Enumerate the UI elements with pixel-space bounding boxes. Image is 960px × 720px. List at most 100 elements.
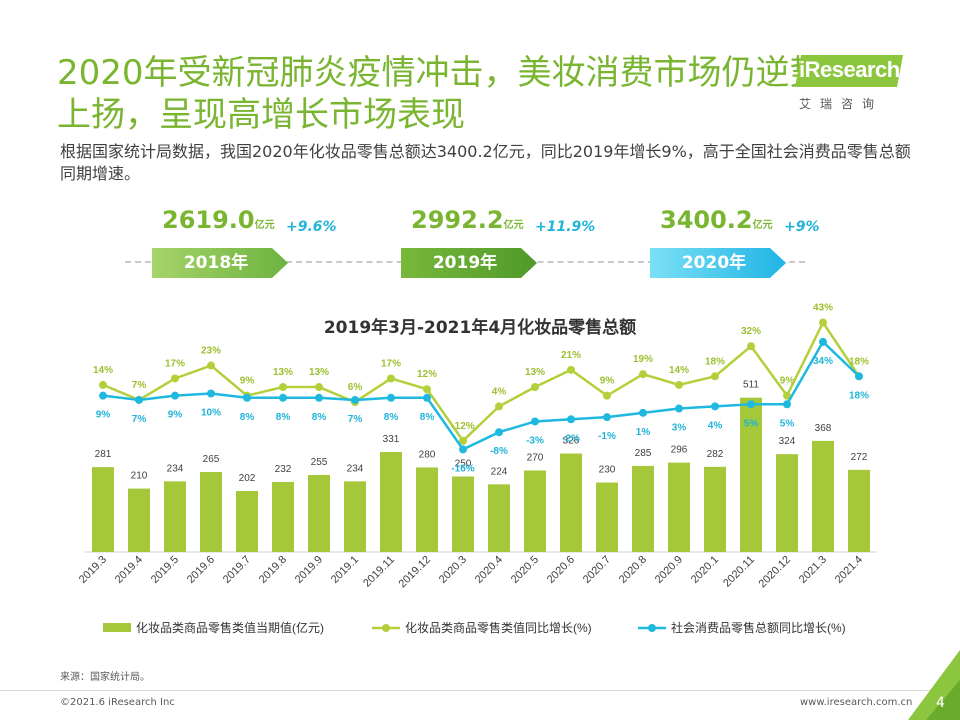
bar-value-label: 234 (167, 463, 184, 474)
retail-growth-data-label: -3% (526, 435, 544, 446)
cosmetics-growth-point (387, 374, 395, 383)
legend-label-retail: 社会消费品零售总额同比增长(%) (671, 620, 846, 635)
retail-growth-point (531, 417, 539, 426)
bar-value-label: 296 (671, 445, 688, 456)
cosmetics-growth-data-label: 4% (492, 386, 507, 397)
intro-text: 根据国家统计局数据，我国2020年化妆品零售总额达3400.2亿元，同比2019… (60, 142, 911, 183)
retail-growth-point (495, 428, 503, 437)
page-number: 4 (936, 695, 945, 711)
retail-growth-data-label: 9% (96, 410, 111, 421)
retail-growth-data-label: -8% (490, 446, 508, 457)
retail-growth-point (819, 337, 827, 346)
cosmetics-growth-data-label: 19% (633, 354, 653, 365)
cosmetics-growth-data-label: 9% (780, 376, 795, 387)
cosmetics-growth-line (102, 320, 861, 443)
x-tick-label: 2020.7 (581, 554, 613, 586)
x-tick-label: 2020.4 (473, 554, 505, 586)
page-title: 2020年受新冠肺炎疫情冲击，美妆消费市场仍逆势 上扬，呈现高增长市场表现 (57, 52, 824, 136)
x-tick-label: 2019.6 (185, 554, 217, 586)
bar-value-label: 250 (455, 459, 472, 470)
cosmetics-growth-data-label: 23% (201, 346, 221, 357)
cosmetics-growth-point (567, 365, 575, 374)
x-tick-label: 2019.9 (293, 554, 325, 586)
retail-growth-data-label: -16% (451, 463, 474, 474)
cosmetics-growth-data-label: 21% (561, 350, 581, 361)
bar (848, 469, 870, 552)
cosmetics-growth-point (279, 383, 287, 392)
retail-growth-point (99, 391, 107, 400)
retail-growth-point (459, 445, 467, 454)
cosmetics-growth-data-label: 13% (273, 367, 293, 378)
cosmetics-growth-data-label: 17% (165, 358, 185, 369)
logo-brand: iResearch (799, 57, 900, 82)
logo-badge: iResearch (795, 53, 903, 89)
cosmetics-growth-point (531, 383, 539, 392)
retail-growth-point (783, 400, 791, 409)
bar (812, 440, 834, 552)
retail-growth-point (207, 389, 215, 398)
retail-growth-data-label: 3% (672, 423, 687, 434)
timeline-year-arrow: 2019年 (401, 248, 539, 278)
retail-growth-data-label: 7% (132, 414, 147, 425)
bar (452, 476, 474, 552)
timeline-growth: +9.6% (286, 219, 337, 235)
retail-growth-data-label: 4% (708, 420, 723, 431)
retail-growth-point (243, 393, 251, 402)
bar-value-label: 210 (131, 471, 148, 482)
cosmetics-growth-point (639, 370, 647, 379)
x-tick-label: 2020.5 (509, 554, 541, 586)
x-tick-label: 2020.3 (437, 554, 469, 586)
retail-growth-data-label: -1% (598, 431, 616, 442)
timeline-year: 2019年 (432, 253, 498, 273)
cosmetics-growth-data-label: 43% (813, 303, 833, 314)
bar-value-label: 272 (851, 452, 868, 463)
bar-value-label: 202 (239, 473, 256, 484)
retail-growth-data-label: 10% (201, 408, 221, 419)
timeline-unit: 亿元 (752, 220, 773, 231)
x-tick-label: 2019.7 (221, 554, 253, 586)
bar-value-label: 232 (275, 464, 292, 475)
retail-growth-data-label: 5% (780, 418, 795, 429)
timeline-year: 2018年 (183, 253, 249, 273)
cosmetics-growth-point (495, 402, 503, 411)
bar-value-label: 324 (779, 436, 796, 447)
retail-growth-point (135, 395, 143, 404)
retail-growth-data-label: 8% (384, 412, 399, 423)
title-line-1: 2020年受新冠肺炎疫情冲击，美妆消费市场仍逆势 (57, 53, 824, 93)
x-tick-label: 2020.8 (617, 554, 649, 586)
footer-website: www.iresearch.com.cn (800, 697, 913, 708)
retail-growth-point (423, 393, 431, 402)
source-note: 来源：国家统计局。 (60, 672, 150, 683)
retail-growth-point (315, 393, 323, 402)
retail-growth-point (279, 393, 287, 402)
timeline-unit: 亿元 (503, 220, 524, 231)
timeline-year: 2020年 (681, 253, 747, 273)
x-tick-label: 2021.3 (797, 554, 829, 586)
bar-value-label: 285 (635, 448, 652, 459)
bar (164, 481, 186, 552)
timeline-value: 3400.2亿元 (660, 206, 773, 234)
bar (704, 466, 726, 552)
bar (632, 465, 654, 552)
corner-decoration (908, 650, 960, 720)
retail-growth-point (747, 400, 755, 409)
title-line-2: 上扬，呈现高增长市场表现 (57, 95, 465, 135)
bar-value-label: 280 (419, 449, 436, 460)
cosmetics-growth-data-label: 32% (741, 326, 761, 337)
cosmetics-growth-data-label: 18% (705, 356, 725, 367)
cosmetics-growth-point (819, 318, 827, 327)
retail-growth-data-label: -2% (562, 433, 580, 444)
cosmetics-growth-data-label: 7% (132, 380, 147, 391)
x-tick-label: 2020.1 (689, 554, 721, 586)
x-tick-label: 2019.12 (397, 554, 434, 591)
footer-copyright: ©2021.6 iResearch Inc (60, 697, 175, 708)
cosmetics-growth-point (171, 374, 179, 383)
x-tick-label: 2020.11 (721, 554, 757, 590)
retail-growth-data-label: 9% (168, 410, 183, 421)
cosmetics-growth-data-label: 9% (600, 376, 615, 387)
cosmetics-growth-point (207, 361, 215, 370)
cosmetics-growth-point (423, 385, 431, 394)
retail-growth-data-label: 8% (276, 412, 291, 423)
x-tick-label: 2019.4 (113, 554, 145, 586)
retail-growth-point (351, 395, 359, 404)
